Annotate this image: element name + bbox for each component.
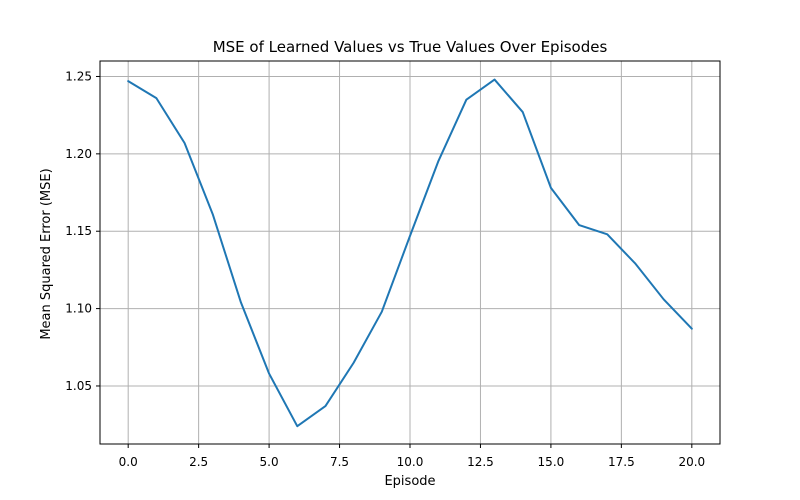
x-tick-label-8: 20.0 [678,455,705,469]
y-tick-label-0: 1.05 [65,379,92,393]
x-tick-label-2: 5.0 [260,455,279,469]
y-tick-label-2: 1.15 [65,224,92,238]
y-tick-label-3: 1.20 [65,147,92,161]
x-tick-label-4: 10.0 [397,455,424,469]
x-tick-label-5: 12.5 [467,455,494,469]
y-tick-label-4: 1.25 [65,69,92,83]
y-tick-label-1: 1.10 [65,302,92,316]
grid-layer [100,61,720,444]
chart-title: MSE of Learned Values vs True Values Ove… [213,38,608,56]
x-tick-label-3: 7.5 [330,455,349,469]
x-tick-label-6: 15.0 [538,455,565,469]
axes-layer: 0.0 2.5 5.0 7.5 10.0 12.5 15.0 17.5 20.0 1.05 1.10… [65,60,721,469]
series-line-0 [127,78,693,428]
series-layer [127,78,693,428]
x-axis-label: Episode [384,474,435,489]
y-axis-label: Mean Squared Error (MSE) [39,168,54,339]
x-tick-label-0: 0.0 [119,455,138,469]
x-tick-label-7: 17.5 [608,455,635,469]
x-tick-label-1: 2.5 [189,455,208,469]
